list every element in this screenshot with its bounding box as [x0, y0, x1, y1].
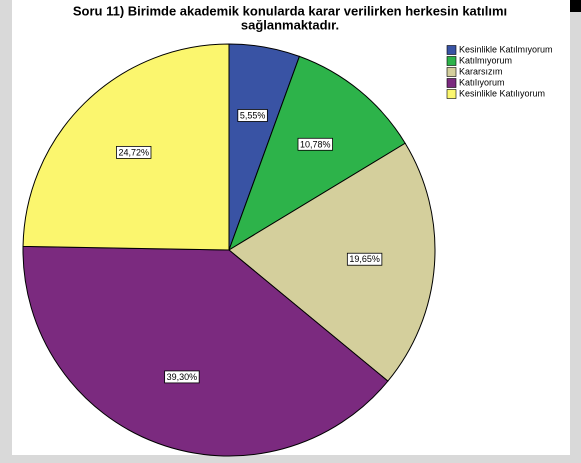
value-label-box — [346, 252, 383, 266]
legend-swatch — [446, 89, 457, 99]
value-label: 10,78% — [300, 139, 331, 149]
value-label-box — [116, 145, 152, 159]
legend-label: Katılmıyorum — [459, 55, 512, 65]
legend-label: Katılıyorum — [459, 77, 505, 87]
chart-title: Soru 11) Birimde akademik konularda kara… — [73, 3, 507, 18]
legend-label: Kesinlikle Katılıyorum — [459, 88, 545, 98]
pie-slice — [22, 245, 389, 457]
value-label-box — [164, 370, 200, 384]
value-label: 5,55% — [240, 110, 266, 120]
legend-label: Kararsızım — [459, 66, 503, 76]
legend-swatch — [446, 56, 457, 66]
corner-mark — [570, 0, 581, 12]
value-label-box — [237, 109, 268, 122]
value-label-box — [297, 137, 333, 151]
pie-slice — [228, 55, 406, 252]
legend-label: Kesinlikle Katılmıyorum — [459, 44, 553, 54]
chart-title: sağlanmaktadır. — [241, 17, 339, 32]
value-label: 39,30% — [167, 372, 198, 382]
legend-swatch — [446, 67, 457, 77]
legend-swatch — [446, 45, 457, 55]
value-label: 19,65% — [349, 254, 380, 264]
value-label: 24,72% — [118, 147, 149, 157]
legend-swatch — [446, 78, 457, 88]
pie-slice — [228, 142, 436, 382]
